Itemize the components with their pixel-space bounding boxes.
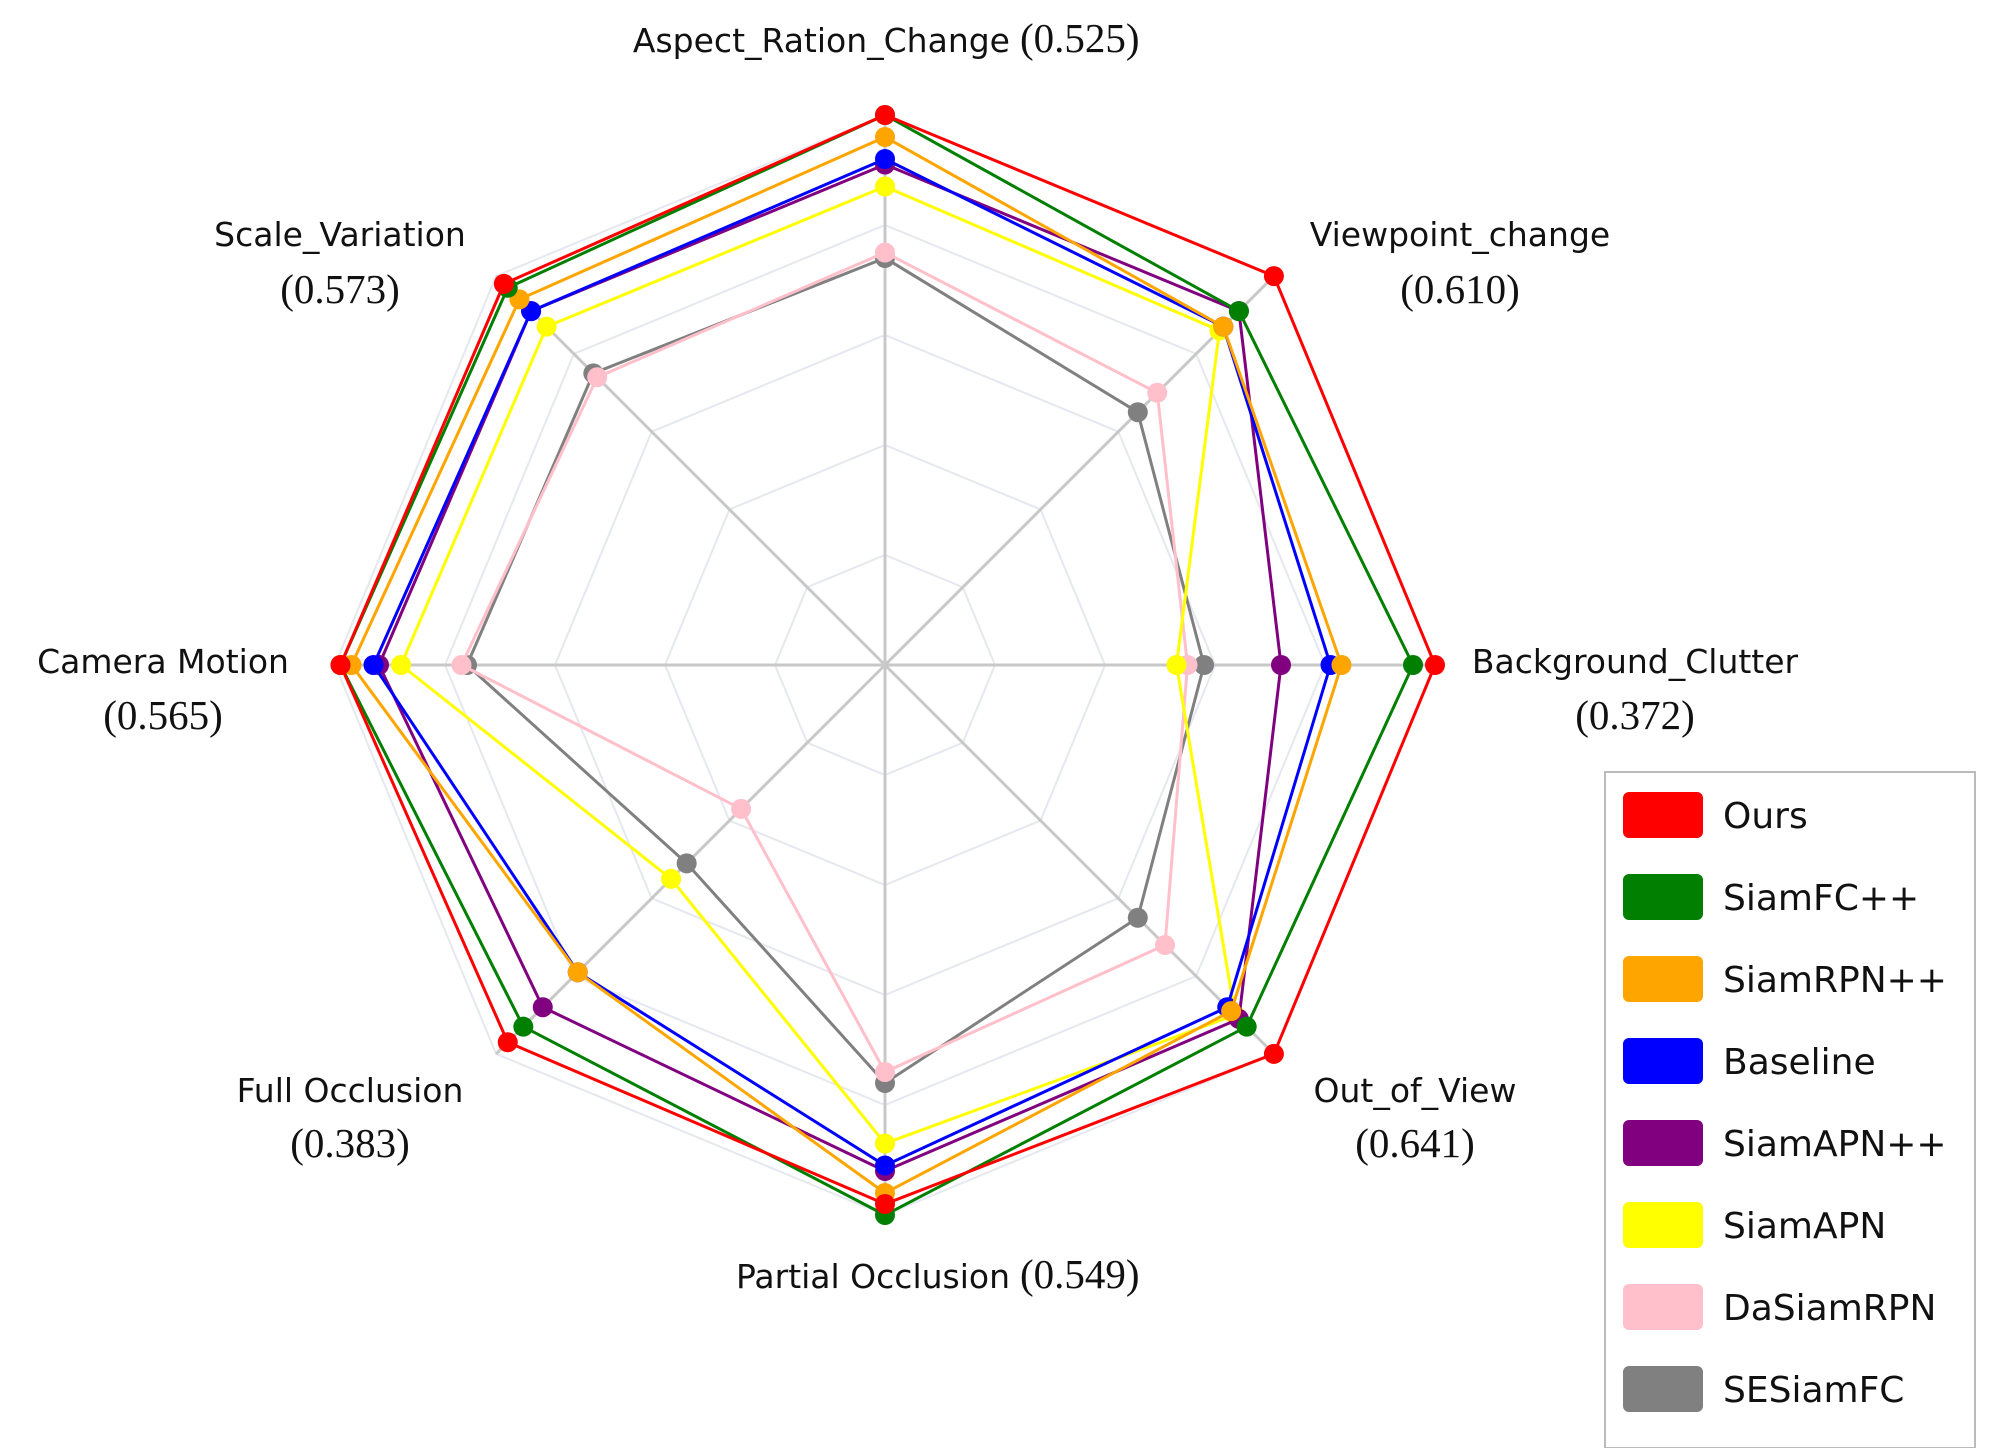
- axis-spoke: [883, 663, 1275, 1055]
- data-point: [330, 655, 351, 675]
- axis-score: (0.372): [1575, 692, 1695, 738]
- axis-spoke: [495, 275, 887, 667]
- data-point: [875, 127, 895, 147]
- axis-label-group: Aspect_Ration_Change (0.525): [633, 15, 1140, 61]
- data-point: [875, 176, 895, 197]
- legend-label: SiamAPN++: [1723, 1124, 1947, 1165]
- legend: Ours SiamFC++ SiamRPN++ Baseline SiamAPN++ Si…: [1604, 771, 1976, 1448]
- series-dasiamrpn: [451, 242, 1198, 1082]
- data-point: [1194, 655, 1214, 675]
- axis-label-group: Background_Clutter (0.372): [1472, 642, 1799, 738]
- data-point: [451, 655, 472, 675]
- data-point: [587, 367, 608, 388]
- legend-swatch: [1623, 874, 1703, 920]
- axis-label-group: Viewpoint_change (0.610): [1310, 215, 1610, 312]
- legend-label: SiamFC++: [1723, 878, 1919, 919]
- legend-label: DaSiamRPN: [1723, 1288, 1936, 1329]
- data-point: [731, 798, 752, 819]
- axis-score: (0.525): [1020, 15, 1140, 61]
- data-point: [1127, 402, 1148, 423]
- legend-item: SiamFC++: [1623, 874, 1919, 920]
- series-layer: [330, 105, 1445, 1225]
- data-point: [1425, 655, 1445, 675]
- axis-name: Scale_Variation: [214, 215, 466, 254]
- data-point: [1155, 935, 1176, 956]
- data-point: [497, 1032, 518, 1053]
- legend-swatch: [1623, 956, 1703, 1002]
- axis-score: (0.565): [103, 692, 223, 738]
- legend-item: SiamAPN: [1623, 1202, 1886, 1248]
- axis-name: Viewpoint_change: [1310, 215, 1610, 254]
- data-point: [1331, 655, 1352, 675]
- data-point: [1236, 1016, 1257, 1037]
- data-point: [532, 997, 553, 1018]
- data-point: [661, 868, 682, 889]
- axis-score: (0.549): [1020, 1251, 1140, 1297]
- axis-name: Aspect_Ration_Change: [633, 21, 1010, 60]
- axis-name: Background_Clutter: [1472, 642, 1799, 681]
- data-point: [875, 242, 895, 263]
- axis-score: (0.610): [1400, 266, 1520, 312]
- legend-box: [1604, 771, 1976, 1448]
- legend-swatch: [1623, 1284, 1703, 1330]
- legend-swatch: [1623, 1120, 1703, 1166]
- axis-spoke: [883, 275, 1275, 667]
- axis-score: (0.641): [1355, 1120, 1475, 1166]
- legend-swatch: [1623, 792, 1703, 838]
- data-point: [391, 655, 411, 675]
- data-point: [676, 853, 697, 874]
- data-point: [875, 1155, 895, 1176]
- data-point: [536, 316, 557, 337]
- data-point: [363, 655, 384, 675]
- legend-item: Ours: [1623, 792, 1808, 838]
- axis-name: Out_of_View: [1314, 1071, 1517, 1110]
- legend-item: DaSiamRPN: [1623, 1284, 1936, 1330]
- legend-swatch: [1623, 1202, 1703, 1248]
- axis-score: (0.383): [290, 1120, 410, 1166]
- data-point: [875, 1062, 895, 1082]
- data-point: [1127, 907, 1148, 928]
- data-point: [875, 149, 895, 169]
- axis-labels: Aspect_Ration_Change (0.525) Viewpoint_cha…: [37, 15, 1798, 1297]
- series-ours: [330, 105, 1445, 1214]
- legend-item: SiamAPN++: [1623, 1120, 1947, 1166]
- data-point: [1221, 1001, 1242, 1022]
- data-point: [1263, 1043, 1284, 1064]
- axis-label-group: Camera Motion (0.565): [37, 642, 289, 738]
- legend-label: SiamAPN: [1723, 1206, 1886, 1247]
- axis-label-group: Full Occlusion (0.383): [237, 1071, 464, 1166]
- data-point: [1147, 382, 1168, 403]
- data-point: [1213, 316, 1234, 337]
- legend-label: SiamRPN++: [1723, 960, 1947, 1001]
- axis-score: (0.573): [280, 266, 400, 312]
- legend-item: SiamRPN++: [1623, 956, 1947, 1002]
- data-point: [1166, 655, 1187, 675]
- legend-label: SESiamFC: [1723, 1370, 1904, 1411]
- legend-label: Baseline: [1723, 1042, 1876, 1083]
- legend-swatch: [1623, 1366, 1703, 1412]
- axis-label-group: Scale_Variation (0.573): [214, 215, 466, 312]
- data-point: [1271, 655, 1291, 675]
- data-point: [875, 105, 895, 125]
- axis-label-group: Out_of_View (0.641): [1314, 1071, 1517, 1166]
- axis-name: Partial Occlusion: [736, 1257, 1010, 1296]
- data-point: [875, 1133, 895, 1154]
- axis-label-group: Partial Occlusion (0.549): [736, 1251, 1140, 1297]
- data-point: [1228, 301, 1249, 322]
- legend-label: Ours: [1723, 796, 1808, 837]
- data-point: [567, 962, 588, 983]
- axis-name: Camera Motion: [37, 642, 289, 681]
- data-point: [493, 273, 514, 294]
- data-point: [875, 1194, 895, 1214]
- legend-item: Baseline: [1623, 1038, 1876, 1084]
- legend-item: SESiamFC: [1623, 1366, 1904, 1412]
- legend-swatch: [1623, 1038, 1703, 1084]
- series-line: [465, 256, 1206, 1085]
- data-point: [1263, 266, 1284, 287]
- axis-name: Full Occlusion: [237, 1071, 464, 1110]
- data-point: [1403, 655, 1423, 675]
- data-point: [513, 1016, 534, 1037]
- series-siamapn-: [369, 154, 1291, 1181]
